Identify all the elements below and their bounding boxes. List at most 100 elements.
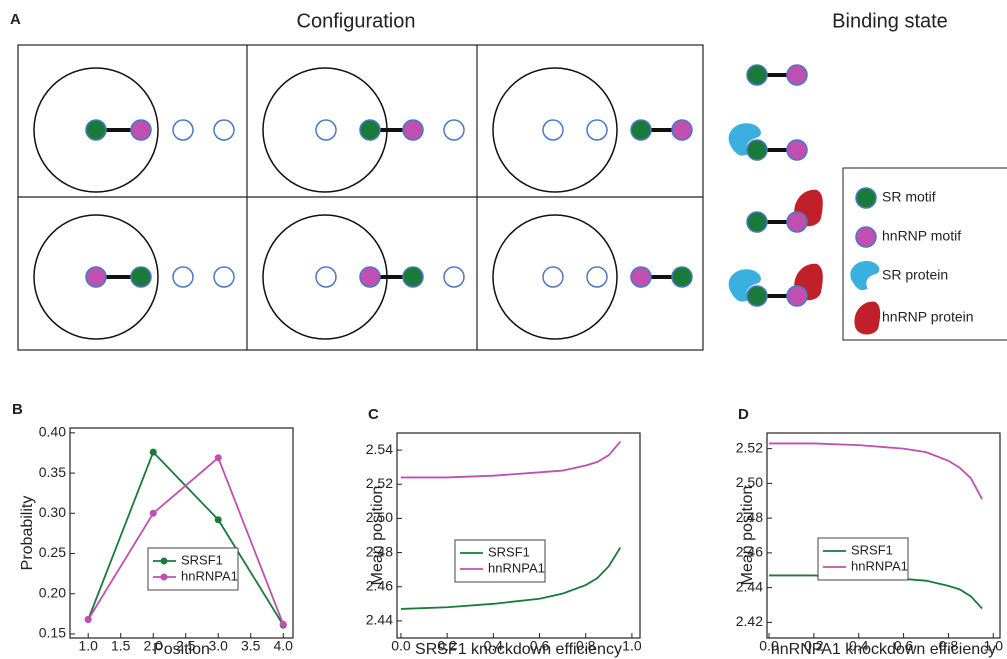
- y-tick-label: 2.48: [366, 543, 393, 559]
- x-tick-label: 0.0: [759, 638, 779, 654]
- empty-site: [315, 119, 337, 141]
- motif: [786, 64, 808, 86]
- empty-site: [213, 119, 235, 141]
- legend-label: hnRNP protein: [882, 309, 974, 325]
- x-tick-label: 2.5: [176, 638, 196, 654]
- x-axis-label: SRSF1 knockdown efficiency: [415, 641, 622, 658]
- y-tick-label: 2.52: [736, 439, 763, 455]
- point: [84, 615, 92, 623]
- motif: [359, 119, 381, 141]
- x-tick-label: 0.4: [849, 638, 869, 654]
- motif: [630, 266, 652, 288]
- motif: [671, 119, 693, 141]
- series-line: [400, 546, 622, 610]
- series-line: [400, 440, 622, 479]
- y-tick-label: 0.30: [39, 504, 66, 520]
- x-tick-label: 0.2: [437, 638, 457, 654]
- motif: [786, 285, 808, 307]
- empty-site: [542, 119, 564, 141]
- legend-marker: [160, 573, 168, 581]
- y-tick-label: 0.35: [39, 464, 66, 480]
- point: [149, 448, 157, 456]
- motif: [359, 266, 381, 288]
- y-axis-label: Probability: [19, 496, 36, 571]
- legend-label: hnRNPA1: [488, 560, 545, 575]
- legend-marker: [160, 557, 168, 565]
- y-tick-label: 2.46: [736, 544, 763, 560]
- legend-box: [842, 167, 1007, 341]
- panel-label: C: [368, 406, 379, 423]
- x-axis-label: Position: [153, 641, 210, 658]
- x-tick-label: 0.8: [939, 638, 959, 654]
- legend-box: [817, 537, 909, 581]
- legend-label: SRSF1: [488, 544, 530, 559]
- y-tick-label: 0.15: [39, 625, 66, 641]
- motif: [402, 266, 424, 288]
- y-tick-label: 2.52: [366, 475, 393, 491]
- empty-site: [213, 266, 235, 288]
- point: [279, 620, 287, 628]
- point: [214, 516, 222, 524]
- x-tick-label: 1.0: [78, 638, 98, 654]
- config-title: Configuration: [297, 10, 416, 32]
- motif: [85, 266, 107, 288]
- sr-protein: [728, 123, 761, 156]
- legend-label: SR motif: [882, 189, 936, 205]
- series-line: [769, 442, 983, 500]
- legend-label: hnRNPA1: [181, 568, 238, 583]
- empty-site: [172, 119, 194, 141]
- y-tick-label: 2.50: [366, 509, 393, 525]
- point: [149, 509, 157, 517]
- motif: [85, 119, 107, 141]
- region: [492, 67, 618, 193]
- legend-label: hnRNPA1: [851, 558, 908, 573]
- x-tick-label: 1.5: [111, 638, 131, 654]
- motif: [855, 226, 877, 248]
- y-tick-label: 0.40: [39, 424, 66, 440]
- empty-site: [315, 266, 337, 288]
- empty-site: [443, 266, 465, 288]
- motif: [786, 211, 808, 233]
- series-line: [87, 456, 285, 625]
- motif: [746, 64, 768, 86]
- empty-site: [542, 266, 564, 288]
- y-tick-label: 2.50: [736, 474, 763, 490]
- x-tick-label: 4.0: [274, 638, 294, 654]
- hnrnp-protein: [854, 301, 881, 335]
- region: [33, 214, 159, 340]
- legend-label: SRSF1: [851, 542, 893, 557]
- y-tick-label: 2.48: [736, 509, 763, 525]
- y-tick-label: 0.25: [39, 544, 66, 560]
- x-tick-label: 0.6: [894, 638, 914, 654]
- empty-site: [586, 266, 608, 288]
- region: [492, 214, 618, 340]
- empty-site: [172, 266, 194, 288]
- x-tick-label: 1.0: [984, 638, 1004, 654]
- binding-title: Binding state: [832, 10, 948, 32]
- sr-protein: [728, 269, 761, 302]
- motif: [746, 139, 768, 161]
- motif: [130, 266, 152, 288]
- legend-box: [454, 539, 546, 583]
- motif: [746, 211, 768, 233]
- x-tick-label: 1.0: [622, 638, 642, 654]
- y-tick-label: 2.44: [736, 578, 763, 594]
- x-tick-label: 3.0: [208, 638, 228, 654]
- legend-label: SR protein: [882, 267, 948, 283]
- motif: [786, 139, 808, 161]
- x-tick-label: 0.4: [484, 638, 504, 654]
- empty-site: [586, 119, 608, 141]
- x-tick-label: 0.6: [530, 638, 550, 654]
- region: [33, 67, 159, 193]
- legend-box: [147, 547, 239, 591]
- y-axis-label: Mean position: [369, 486, 386, 586]
- panel-label: B: [12, 401, 23, 418]
- y-tick-label: 2.46: [366, 577, 393, 593]
- y-tick-label: 0.20: [39, 584, 66, 600]
- x-tick-label: 2.0: [143, 638, 163, 654]
- x-tick-label: 0.8: [576, 638, 596, 654]
- motif: [630, 119, 652, 141]
- plot-frame: [396, 432, 641, 639]
